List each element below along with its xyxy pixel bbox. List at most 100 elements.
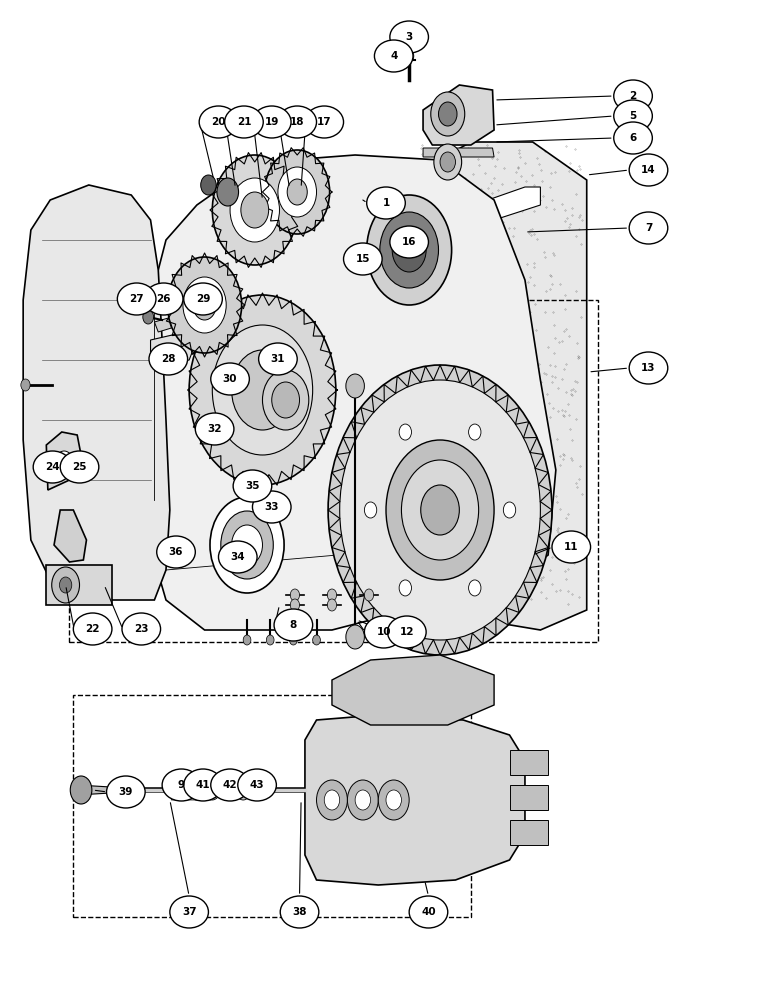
Ellipse shape — [252, 491, 291, 523]
Circle shape — [278, 167, 317, 217]
Circle shape — [221, 511, 273, 579]
Circle shape — [324, 790, 340, 810]
Ellipse shape — [305, 106, 344, 138]
Polygon shape — [170, 780, 185, 800]
Circle shape — [399, 424, 411, 440]
Polygon shape — [332, 655, 494, 725]
Circle shape — [440, 152, 455, 172]
Ellipse shape — [614, 100, 652, 132]
Circle shape — [205, 780, 220, 800]
Ellipse shape — [144, 283, 183, 315]
Circle shape — [201, 175, 216, 195]
Text: 38: 38 — [293, 907, 306, 917]
Ellipse shape — [344, 243, 382, 275]
Circle shape — [143, 310, 154, 324]
Circle shape — [347, 780, 378, 820]
Circle shape — [266, 635, 274, 645]
Polygon shape — [421, 142, 587, 630]
Text: 24: 24 — [46, 462, 59, 472]
Ellipse shape — [390, 21, 428, 53]
Ellipse shape — [259, 343, 297, 375]
Text: 1: 1 — [382, 198, 390, 208]
Polygon shape — [46, 565, 112, 605]
Text: 2: 2 — [629, 91, 637, 101]
Ellipse shape — [629, 154, 668, 186]
Text: 35: 35 — [245, 481, 259, 491]
Ellipse shape — [374, 40, 413, 72]
Circle shape — [469, 580, 481, 596]
Circle shape — [346, 374, 364, 398]
Text: 40: 40 — [422, 907, 435, 917]
Polygon shape — [23, 185, 170, 600]
Ellipse shape — [170, 896, 208, 928]
Circle shape — [431, 92, 465, 136]
Text: 11: 11 — [564, 542, 578, 552]
Circle shape — [217, 178, 239, 206]
Ellipse shape — [614, 122, 652, 154]
Circle shape — [367, 195, 452, 305]
Circle shape — [399, 580, 411, 596]
Circle shape — [405, 39, 414, 51]
Ellipse shape — [184, 283, 222, 315]
Text: 23: 23 — [134, 624, 148, 634]
Circle shape — [380, 212, 438, 288]
Text: 22: 22 — [86, 624, 100, 634]
Text: 41: 41 — [196, 780, 210, 790]
Ellipse shape — [211, 769, 249, 801]
Text: 14: 14 — [642, 165, 655, 175]
Circle shape — [55, 451, 73, 475]
Text: 39: 39 — [119, 787, 133, 797]
Circle shape — [287, 179, 307, 205]
Ellipse shape — [278, 106, 317, 138]
Circle shape — [386, 440, 494, 580]
Ellipse shape — [107, 776, 145, 808]
Circle shape — [232, 350, 293, 430]
Text: 18: 18 — [290, 117, 304, 127]
Ellipse shape — [252, 106, 291, 138]
Ellipse shape — [73, 613, 112, 645]
Circle shape — [70, 776, 92, 804]
Circle shape — [243, 635, 251, 645]
Circle shape — [52, 567, 80, 603]
Circle shape — [235, 780, 251, 800]
Ellipse shape — [629, 352, 668, 384]
Text: 36: 36 — [169, 547, 183, 557]
Polygon shape — [423, 148, 494, 157]
Circle shape — [346, 625, 364, 649]
Polygon shape — [510, 785, 548, 810]
Circle shape — [21, 379, 30, 391]
Ellipse shape — [218, 541, 257, 573]
Circle shape — [434, 144, 462, 180]
Circle shape — [59, 577, 72, 593]
Polygon shape — [459, 187, 540, 225]
Ellipse shape — [225, 106, 263, 138]
Polygon shape — [154, 318, 171, 332]
Circle shape — [327, 599, 337, 611]
Ellipse shape — [614, 80, 652, 112]
Text: 5: 5 — [629, 111, 637, 121]
Ellipse shape — [117, 283, 156, 315]
Text: 4: 4 — [390, 51, 398, 61]
Ellipse shape — [149, 343, 188, 375]
Text: 25: 25 — [73, 462, 86, 472]
Polygon shape — [46, 432, 81, 490]
Ellipse shape — [364, 616, 403, 648]
Text: 16: 16 — [402, 237, 416, 247]
Text: 34: 34 — [231, 552, 245, 562]
Ellipse shape — [367, 187, 405, 219]
Text: 29: 29 — [196, 294, 210, 304]
Text: 17: 17 — [317, 117, 331, 127]
Circle shape — [328, 365, 552, 655]
Polygon shape — [305, 715, 525, 885]
Text: 33: 33 — [265, 502, 279, 512]
Circle shape — [503, 502, 516, 518]
Circle shape — [405, 50, 414, 62]
Ellipse shape — [280, 896, 319, 928]
Polygon shape — [197, 780, 212, 800]
Ellipse shape — [409, 896, 448, 928]
Circle shape — [262, 370, 309, 430]
Ellipse shape — [390, 226, 428, 258]
Ellipse shape — [157, 536, 195, 568]
Circle shape — [290, 635, 297, 645]
Text: 42: 42 — [223, 780, 237, 790]
